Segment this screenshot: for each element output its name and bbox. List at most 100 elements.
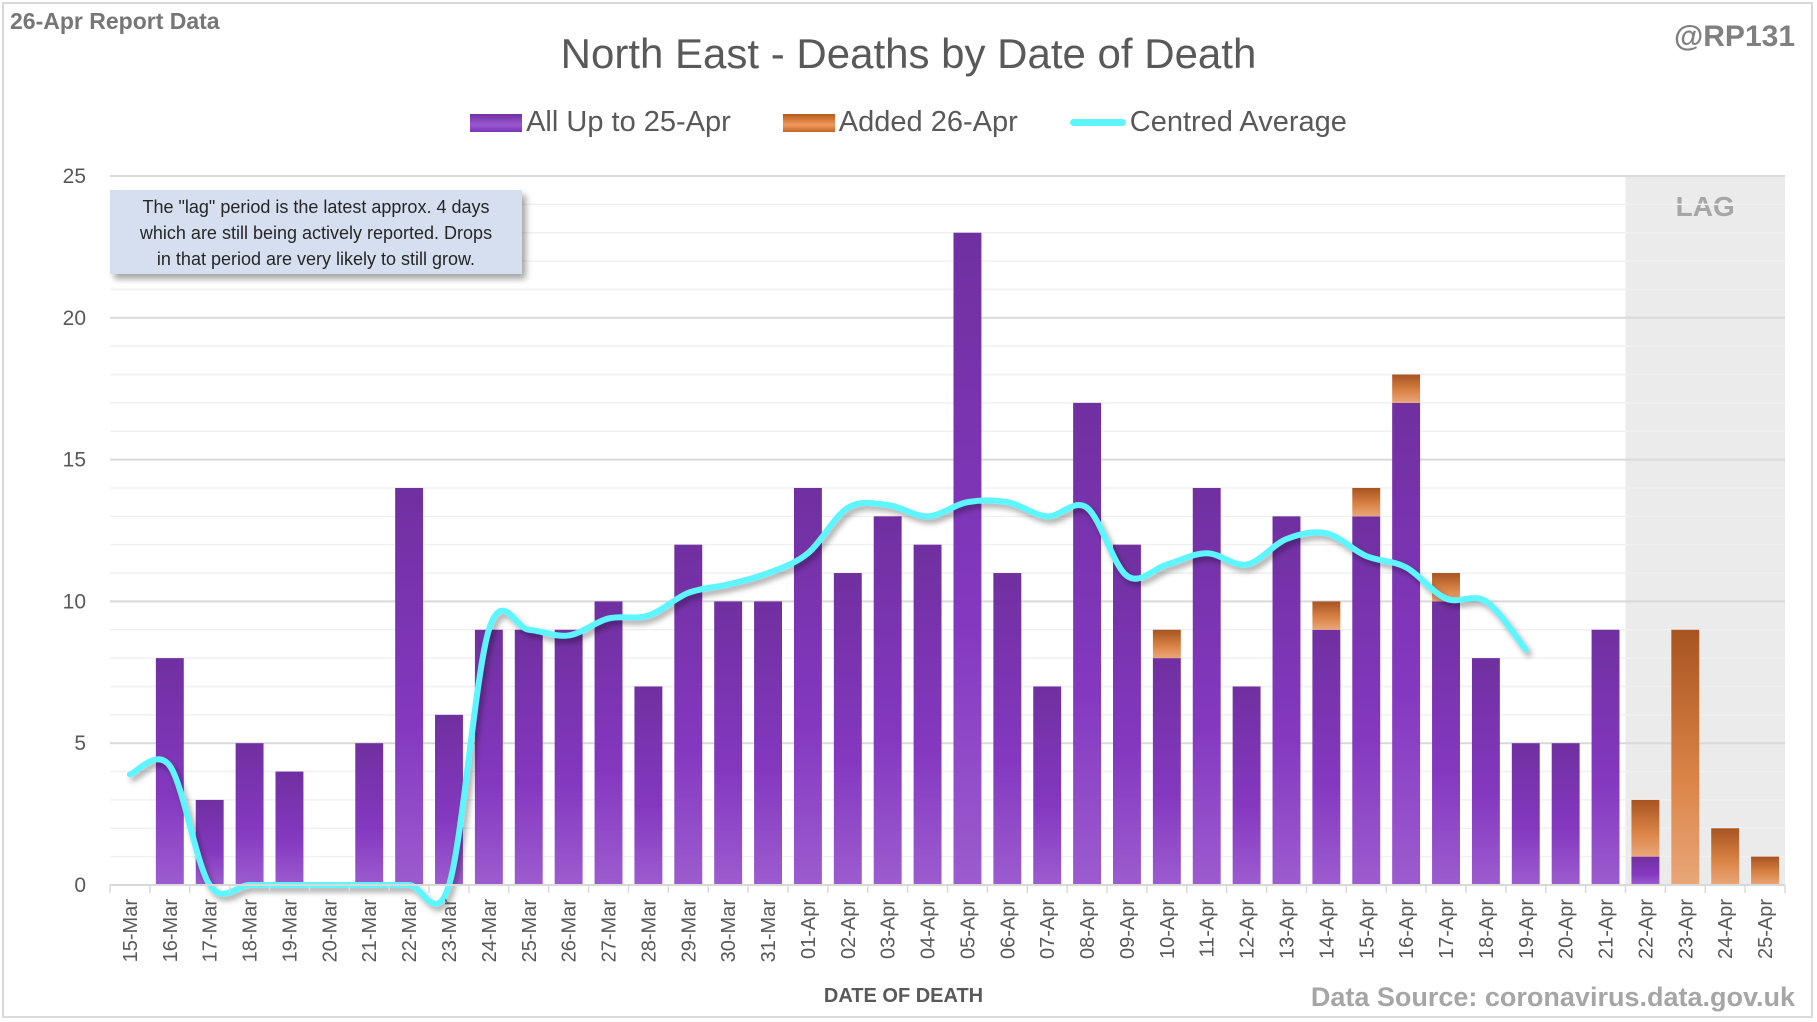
bar-all-up-to	[554, 629, 583, 885]
x-tick-label: 16-Mar	[160, 899, 182, 963]
x-axis-title-text: DATE OF DEATH	[823, 985, 984, 1007]
y-tick-label: 25	[63, 165, 86, 188]
x-tick-label: 10-Apr	[1157, 899, 1179, 959]
x-tick-label: 22-Apr	[1635, 899, 1657, 959]
x-tick-label: 19-Apr	[1516, 899, 1538, 959]
x-tick-label: 22-Mar	[399, 899, 421, 963]
bar-added	[1152, 629, 1181, 659]
bar-all-up-to	[195, 799, 224, 885]
bar-all-up-to	[674, 544, 703, 885]
bar-all-up-to	[754, 601, 782, 885]
bar-all-up-to	[1551, 743, 1580, 885]
bar-all-up-to	[1152, 658, 1181, 885]
x-tick-label: 15-Mar	[120, 899, 142, 963]
lag-note-callout: The "lag" period is the latest approx. 4…	[110, 190, 522, 274]
legend-swatch-orange	[782, 113, 835, 132]
x-tick-label: 01-Apr	[798, 899, 820, 959]
x-tick-label: 25-Mar	[519, 899, 541, 963]
x-tick-label: 24-Apr	[1715, 899, 1737, 959]
bar-all-up-to	[873, 516, 902, 885]
bar-all-up-to	[1511, 743, 1540, 885]
bar-all-up-to	[275, 771, 304, 885]
legend: All Up to 25-Apr Added 26-Apr Centred Av…	[0, 106, 1817, 139]
bar-all-up-to	[1232, 686, 1261, 885]
bar-all-up-to	[1631, 856, 1660, 885]
bar-all-up-to	[1192, 487, 1221, 885]
bar-all-up-to	[395, 487, 424, 885]
x-tick-label: 31-Mar	[758, 899, 780, 963]
x-tick-label: 13-Apr	[1276, 899, 1298, 959]
x-tick-label: 23-Apr	[1675, 899, 1697, 959]
bar-added	[1671, 629, 1700, 885]
legend-swatch-purple	[470, 113, 523, 132]
bar-all-up-to	[1432, 601, 1460, 885]
note-line: The "lag" period is the latest approx. 4…	[142, 197, 490, 217]
bar-all-up-to	[833, 573, 862, 885]
bar-all-up-to	[1272, 516, 1301, 885]
bar-all-up-to	[435, 714, 463, 885]
legend-swatch-line	[1069, 119, 1126, 126]
bar-all-up-to	[1033, 686, 1062, 885]
x-tick-label: 06-Apr	[997, 899, 1019, 959]
x-tick-label: 20-Mar	[319, 899, 341, 963]
bar-added	[1352, 487, 1381, 517]
x-tick-label: 09-Apr	[1117, 899, 1139, 959]
x-tick-label: 27-Mar	[599, 899, 621, 963]
bar-added	[1751, 856, 1780, 885]
x-tick-label: 17-Apr	[1436, 899, 1458, 959]
x-tick-label: 18-Mar	[240, 899, 262, 963]
legend-item-all-up-to: All Up to 25-Apr	[470, 106, 731, 139]
y-tick-label: 15	[63, 449, 86, 472]
bar-all-up-to	[634, 686, 663, 885]
bar-all-up-to	[1312, 629, 1341, 885]
legend-label: All Up to 25-Apr	[526, 106, 731, 138]
bar-all-up-to	[1471, 658, 1500, 885]
x-tick-label: 03-Apr	[878, 899, 900, 959]
bar-all-up-to	[594, 601, 623, 885]
x-tick-label: 07-Apr	[1037, 899, 1059, 959]
x-tick-label: 21-Apr	[1596, 899, 1618, 959]
report-date-label: 26-Apr Report Data	[10, 8, 220, 34]
x-tick-label: 18-Apr	[1476, 899, 1498, 959]
author-handle: @RP131	[1674, 20, 1795, 53]
y-tick-label: 20	[63, 307, 86, 330]
bar-added	[1312, 601, 1341, 630]
y-tick-label: 5	[74, 732, 86, 755]
lag-region	[1625, 176, 1785, 885]
bar-all-up-to	[355, 743, 384, 885]
x-tick-label: 11-Apr	[1197, 899, 1219, 958]
x-tick-label: 12-Apr	[1237, 899, 1259, 959]
note-line: in that period are very likely to still …	[156, 249, 476, 269]
bar-all-up-to	[1113, 544, 1141, 885]
bar-all-up-to	[993, 573, 1022, 885]
x-tick-label: 21-Mar	[359, 899, 381, 963]
bar-added	[1631, 799, 1660, 857]
bar-added	[1711, 828, 1740, 885]
x-tick-label: 30-Mar	[718, 899, 740, 963]
x-tick-label: 23-Mar	[439, 899, 461, 963]
bar-all-up-to	[913, 544, 942, 885]
x-tick-label: 16-Apr	[1396, 899, 1418, 959]
bar-all-up-to	[793, 487, 822, 885]
legend-label: Added 26-Apr	[838, 106, 1018, 138]
bar-all-up-to	[1392, 402, 1421, 885]
lag-label: LAG	[1676, 191, 1735, 222]
x-tick-label: 25-Apr	[1755, 899, 1777, 959]
legend-item-added: Added 26-Apr	[782, 106, 1018, 139]
legend-item-centred-average: Centred Average	[1069, 106, 1347, 139]
bar-all-up-to	[1352, 516, 1381, 885]
x-tick-label: 14-Apr	[1316, 899, 1338, 959]
bar-all-up-to	[235, 743, 264, 885]
x-tick-label: 08-Apr	[1077, 899, 1099, 959]
bar-all-up-to	[714, 601, 743, 885]
x-tick-label: 05-Apr	[957, 899, 979, 959]
data-source: Data Source: coronavirus.data.gov.uk	[1310, 982, 1795, 1012]
y-tick-label: 0	[74, 874, 86, 897]
bar-all-up-to	[514, 629, 543, 885]
bar-all-up-to	[953, 232, 982, 886]
bar-added	[1392, 374, 1421, 403]
bar-all-up-to	[1591, 629, 1620, 885]
x-tick-label: 28-Mar	[638, 899, 660, 963]
x-axis-title: DATE OF DEATH	[0, 985, 1817, 1008]
